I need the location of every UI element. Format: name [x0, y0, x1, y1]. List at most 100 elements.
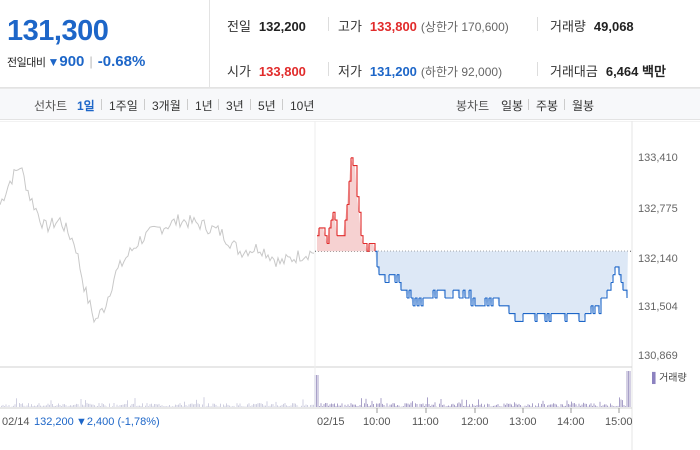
volume-bar — [386, 403, 388, 407]
divider — [187, 99, 188, 110]
separator: | — [89, 54, 93, 69]
volume-bar — [509, 403, 511, 407]
period-tab-5y[interactable]: 5년 — [258, 99, 276, 113]
volume-bar — [506, 403, 508, 407]
volume-bar — [568, 404, 569, 407]
volume-bar — [464, 405, 466, 407]
volume-bar — [214, 403, 215, 407]
volume-bar — [109, 403, 110, 407]
volume-bar — [457, 403, 458, 407]
volume-bar — [82, 404, 83, 407]
volume-bar — [155, 404, 157, 407]
volume-bar — [311, 404, 313, 407]
stat-open: 시가 133,800 — [227, 64, 306, 79]
volume-bar — [620, 399, 622, 407]
volume-bar — [238, 405, 239, 407]
volume-bar — [512, 406, 514, 407]
volume-bar — [382, 403, 383, 407]
volume-bar — [599, 401, 601, 407]
volume-bar — [394, 403, 395, 407]
volume-bar — [478, 399, 479, 407]
volume-bar — [427, 397, 428, 407]
period-tab-3m[interactable]: 3개월 — [152, 99, 181, 113]
prev-day-close: 132,200 — [34, 416, 74, 428]
x-tick-label: 11:00 — [412, 416, 439, 428]
volume-bar — [296, 405, 298, 407]
volume-bar — [277, 405, 278, 407]
divider — [537, 17, 538, 31]
volume-bar — [209, 406, 211, 407]
volume-bar — [50, 400, 52, 407]
volume-bar — [316, 375, 317, 407]
volume-bar — [497, 404, 499, 407]
volume-bar — [133, 403, 134, 407]
volume-bar — [557, 406, 559, 407]
volume-bar — [32, 406, 34, 407]
volume-bar — [196, 399, 197, 407]
volume-bar — [290, 405, 292, 407]
volume-bar — [556, 404, 557, 407]
volume-bar — [623, 405, 625, 407]
volume-bar — [139, 405, 140, 407]
today-date: 02/15 — [317, 416, 345, 428]
x-tick-label: 10:00 — [363, 416, 391, 428]
volume-bar — [47, 403, 49, 407]
volume-bar — [206, 405, 208, 407]
volume-bar — [272, 404, 274, 407]
period-tab-1d[interactable]: 1일 — [77, 99, 95, 113]
volume-bar — [136, 406, 137, 407]
intraday-chart[interactable]: 133,410 132,775 132,140 131,504 130,869 … — [0, 120, 700, 450]
volume-bar — [253, 403, 254, 407]
volume-bar — [61, 406, 62, 407]
volume-bar — [269, 405, 271, 407]
volume-bar — [130, 405, 131, 407]
volume-bar — [175, 404, 176, 407]
volume-bar — [14, 404, 16, 407]
volume-bar — [232, 406, 233, 407]
volume-bar — [493, 405, 494, 407]
volume-bar — [395, 406, 397, 407]
volume-bar — [203, 397, 205, 407]
period-tab-1y[interactable]: 1년 — [195, 99, 213, 113]
volume-bar — [422, 403, 424, 407]
volume-bar — [452, 403, 454, 407]
price-chart-svg[interactable]: 133,410 132,775 132,140 131,504 130,869 … — [0, 120, 700, 450]
candle-tab-daily[interactable]: 일봉 — [501, 99, 524, 113]
candle-tab-monthly[interactable]: 월봉 — [572, 99, 595, 113]
volume-bar — [617, 405, 619, 407]
period-tab-3y[interactable]: 3년 — [226, 99, 244, 113]
volume-bar — [508, 403, 509, 407]
today-up-line — [317, 157, 376, 252]
volume-bar — [88, 403, 89, 407]
change-amount: 900 — [59, 53, 85, 70]
line-chart-label: 선차트 — [34, 99, 68, 113]
volume-bar — [52, 404, 53, 407]
volume-bar — [190, 403, 191, 407]
volume-bar — [431, 404, 433, 407]
volume-bar — [376, 403, 377, 407]
volume-bar — [469, 404, 470, 407]
volume-bar — [440, 399, 442, 407]
candle-chart-label: 봉차트 — [456, 99, 490, 113]
period-tab-1w[interactable]: 1주일 — [109, 99, 138, 113]
volume-bar — [176, 405, 178, 407]
candle-tab-weekly[interactable]: 주봉 — [536, 99, 559, 113]
volume-bar — [98, 403, 100, 407]
volume-bar — [398, 405, 400, 407]
volume-bar — [433, 404, 434, 407]
volume-bar — [578, 403, 580, 407]
volume-bar — [517, 404, 518, 407]
period-tab-10y[interactable]: 10년 — [290, 99, 315, 113]
current-price: 131,300 — [7, 15, 109, 47]
volume-bar — [383, 405, 385, 407]
volume-bar — [2, 404, 4, 407]
volume-bar — [314, 375, 316, 407]
volume-bar — [335, 406, 337, 407]
volume-bar — [191, 403, 193, 407]
volume-bar — [455, 406, 457, 407]
divider — [564, 99, 565, 110]
volume-bar — [461, 399, 463, 407]
volume-bar — [223, 404, 224, 407]
volume-bar — [224, 405, 226, 407]
